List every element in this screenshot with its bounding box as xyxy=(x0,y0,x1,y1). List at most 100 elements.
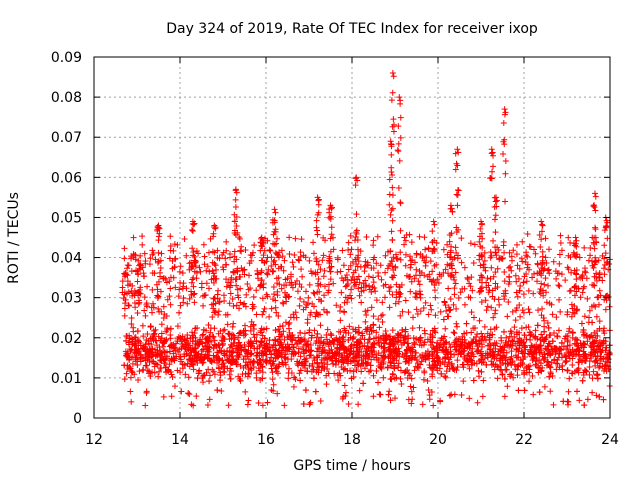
data-point xyxy=(537,342,544,349)
data-point xyxy=(298,266,305,273)
data-point xyxy=(274,235,281,242)
data-point xyxy=(394,350,401,357)
data-point xyxy=(387,397,394,404)
data-point xyxy=(128,368,135,375)
data-point xyxy=(445,313,452,320)
data-point xyxy=(352,353,359,360)
data-point xyxy=(341,308,348,315)
data-point xyxy=(298,338,305,345)
data-point xyxy=(137,342,144,349)
data-point xyxy=(250,321,257,328)
data-point xyxy=(243,291,250,298)
data-point xyxy=(158,250,165,257)
data-point xyxy=(373,329,380,336)
data-point xyxy=(569,355,576,362)
data-point xyxy=(549,338,556,345)
data-point xyxy=(564,401,571,408)
data-point xyxy=(513,241,520,248)
data-point xyxy=(292,235,299,242)
data-point xyxy=(126,364,133,371)
data-point xyxy=(228,349,235,356)
data-point xyxy=(421,327,428,334)
data-point xyxy=(269,369,276,376)
data-point xyxy=(229,323,236,330)
data-point xyxy=(539,305,546,312)
data-point xyxy=(237,329,244,336)
data-point xyxy=(221,336,228,343)
data-point xyxy=(545,246,552,253)
data-point xyxy=(556,364,563,371)
data-point xyxy=(251,334,258,341)
data-point xyxy=(350,368,357,375)
data-point xyxy=(300,298,307,305)
data-point xyxy=(242,388,249,395)
data-point xyxy=(581,331,588,338)
data-point xyxy=(483,307,490,314)
data-point xyxy=(323,381,330,388)
data-point xyxy=(550,258,557,265)
data-point xyxy=(325,343,332,350)
data-point xyxy=(545,324,552,331)
data-point xyxy=(402,251,409,258)
data-point xyxy=(297,249,304,256)
data-point xyxy=(280,267,287,274)
data-point xyxy=(426,361,433,368)
data-point xyxy=(384,364,391,371)
data-point xyxy=(247,252,254,259)
data-point xyxy=(202,336,209,343)
data-point xyxy=(314,345,321,352)
data-point xyxy=(226,284,233,291)
data-point xyxy=(126,302,133,309)
data-point xyxy=(467,240,474,247)
data-point xyxy=(324,326,331,333)
data-point xyxy=(465,340,472,347)
data-point xyxy=(564,337,571,344)
data-point xyxy=(274,353,281,360)
data-point xyxy=(216,299,223,306)
data-point xyxy=(413,306,420,313)
data-point xyxy=(553,314,560,321)
data-point xyxy=(245,370,252,377)
data-point xyxy=(432,294,439,301)
data-point xyxy=(600,396,607,403)
data-point xyxy=(204,402,211,409)
data-point xyxy=(515,338,522,345)
data-point xyxy=(258,329,265,336)
data-point xyxy=(288,369,295,376)
data-point xyxy=(210,345,217,352)
data-point xyxy=(174,337,181,344)
data-point xyxy=(523,278,530,285)
data-point xyxy=(408,375,415,382)
data-point xyxy=(148,346,155,353)
data-point xyxy=(575,359,582,366)
data-point xyxy=(373,356,380,363)
data-point xyxy=(220,327,227,334)
data-point xyxy=(214,387,221,394)
data-point xyxy=(471,324,478,331)
data-point xyxy=(337,317,344,324)
data-point xyxy=(126,335,133,342)
data-point xyxy=(223,283,230,290)
data-point xyxy=(507,328,514,335)
data-point xyxy=(519,350,526,357)
data-point xyxy=(195,350,202,357)
data-point xyxy=(527,362,534,369)
data-point xyxy=(455,348,462,355)
data-point xyxy=(284,334,291,341)
data-point xyxy=(319,344,326,351)
data-point xyxy=(279,322,286,329)
data-point xyxy=(536,349,543,356)
data-point xyxy=(135,377,142,384)
data-point xyxy=(255,365,262,372)
data-point xyxy=(321,356,328,363)
data-point xyxy=(525,324,532,331)
data-point xyxy=(509,338,516,345)
data-point xyxy=(514,262,521,269)
data-point xyxy=(365,336,372,343)
data-point xyxy=(429,371,436,378)
data-point xyxy=(440,246,447,253)
data-point xyxy=(427,302,434,309)
data-point xyxy=(440,348,447,355)
data-point xyxy=(451,330,458,337)
data-point xyxy=(302,358,309,365)
